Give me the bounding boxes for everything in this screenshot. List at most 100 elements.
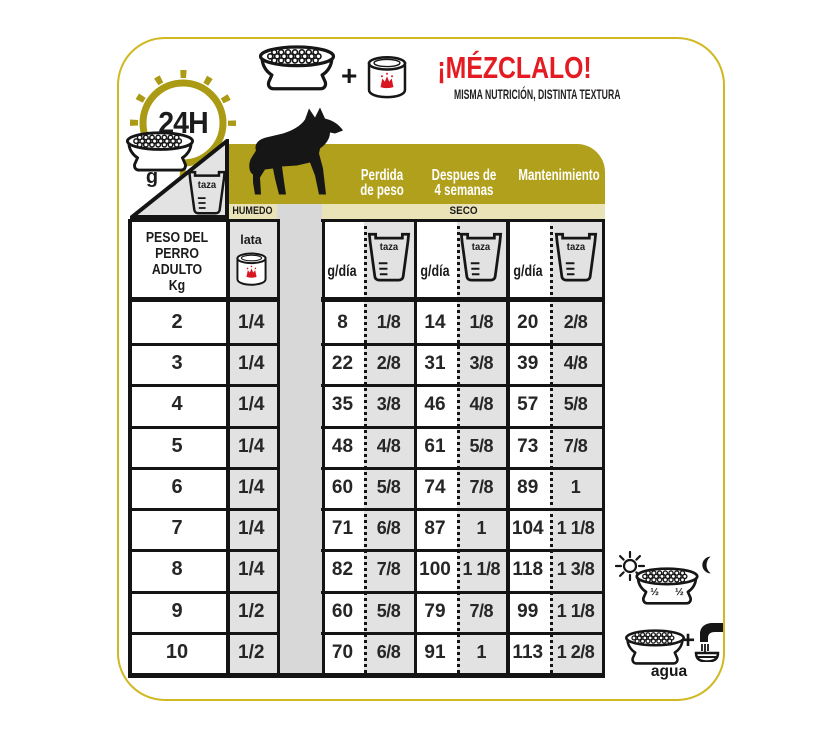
lata-cell: 1/4 bbox=[238, 435, 265, 457]
band-col-line: de peso bbox=[360, 182, 404, 199]
grid-line bbox=[321, 384, 605, 387]
measuring-cup-icon bbox=[367, 231, 411, 283]
gday-cell: 74 bbox=[424, 476, 446, 498]
weight-cell: 3 bbox=[171, 352, 183, 374]
cup-cell: 1 1/8 bbox=[462, 559, 501, 579]
cup-cell: 5/8 bbox=[563, 394, 588, 414]
band-col-line: Mantenimiento bbox=[518, 167, 600, 184]
cup-cell: 1/8 bbox=[376, 312, 401, 332]
column-stripe bbox=[549, 219, 602, 673]
grid-line bbox=[601, 219, 605, 678]
cup-label: taza bbox=[379, 241, 398, 253]
grid-line bbox=[321, 467, 605, 470]
cup-label: taza bbox=[471, 241, 491, 253]
band-col-mantenimiento: Mantenimiento bbox=[512, 167, 606, 184]
lata-cell: 1/4 bbox=[238, 352, 265, 374]
gday-cell: 48 bbox=[331, 435, 354, 457]
grid-line bbox=[128, 549, 280, 552]
weight-cell: 8 bbox=[171, 558, 183, 580]
cup-cell: 7/8 bbox=[376, 559, 401, 579]
table-row: 6 1/4 60 5/8 74 7/8 89 1 bbox=[128, 467, 602, 508]
kibble-bowl-icon bbox=[256, 45, 338, 92]
grid-line bbox=[321, 297, 605, 302]
kibble-bowl-icon bbox=[623, 629, 687, 666]
cup-cell: 1 bbox=[476, 642, 486, 662]
grid-line bbox=[128, 467, 280, 470]
half-portion-label: ½ bbox=[675, 586, 684, 598]
grid-line bbox=[321, 549, 605, 552]
weight-header-line: Kg bbox=[168, 278, 186, 294]
cup-cell: 6/8 bbox=[376, 518, 401, 538]
grid-line bbox=[226, 219, 230, 678]
gday-cell: 22 bbox=[331, 352, 354, 374]
cup-cell: 1 2/8 bbox=[556, 642, 595, 662]
grams-label: g bbox=[145, 166, 159, 188]
gday-cell: 70 bbox=[331, 641, 354, 663]
table-row: 4 1/4 35 3/8 46 4/8 57 5/8 bbox=[128, 384, 602, 425]
dog-silhouette-icon bbox=[249, 107, 343, 195]
gday-cell: 31 bbox=[424, 352, 446, 374]
cup-cell: 4/8 bbox=[469, 394, 494, 414]
lata-cell: 1/4 bbox=[238, 476, 265, 498]
grid-line bbox=[128, 673, 605, 678]
cup-label: taza bbox=[566, 241, 585, 253]
weight-cell: 5 bbox=[171, 435, 183, 457]
cup-cell: 5/8 bbox=[376, 601, 401, 621]
weight-header: PESO DEL PERRO ADULTO Kg bbox=[135, 230, 218, 294]
half-portions: ½ ½ bbox=[633, 586, 701, 598]
faucet-icon bbox=[694, 623, 723, 662]
band-col-line: 4 semanas bbox=[434, 182, 494, 199]
table-row: 3 1/4 22 2/8 31 3/8 39 4/8 bbox=[128, 343, 602, 384]
cup-cell: 3/8 bbox=[376, 394, 401, 414]
spacer-column bbox=[276, 204, 322, 673]
band-col-line: Perdida bbox=[360, 167, 404, 184]
table-row: 2 1/4 8 1/8 14 1/8 20 2/8 bbox=[128, 302, 602, 343]
grid-line bbox=[128, 219, 132, 678]
spacer-cell bbox=[277, 343, 322, 384]
grid-line bbox=[321, 591, 605, 594]
gday-cell: 100 bbox=[419, 558, 451, 580]
gday-header: g/día bbox=[327, 263, 357, 280]
spacer-cell bbox=[277, 302, 322, 343]
gday-cell: 91 bbox=[424, 641, 446, 663]
gday-cell: 89 bbox=[517, 476, 539, 498]
sun-icon bbox=[615, 551, 645, 581]
table-row: 9 1/2 60 5/8 79 7/8 99 1 1/8 bbox=[128, 591, 602, 632]
cup-cell: 1 1/8 bbox=[556, 518, 595, 538]
spacer-cell bbox=[277, 426, 322, 467]
gday-cell: 99 bbox=[517, 600, 539, 622]
lata-cell: 1/2 bbox=[238, 600, 265, 622]
gday-header: g/día bbox=[513, 263, 543, 280]
gday-cell: 87 bbox=[424, 517, 446, 539]
band-col-despues: Despues de 4 semanas bbox=[417, 168, 511, 199]
cup-cell: 1/8 bbox=[469, 312, 494, 332]
weight-cell: 10 bbox=[165, 641, 189, 663]
dotted-divider bbox=[456, 219, 460, 673]
grid-line bbox=[128, 508, 280, 511]
gday-cell: 39 bbox=[517, 352, 539, 374]
cup-cell: 7/8 bbox=[469, 601, 494, 621]
lata-cell: 1/4 bbox=[238, 393, 265, 415]
can-icon bbox=[234, 251, 269, 287]
gday-cell: 20 bbox=[517, 311, 539, 333]
grid-line bbox=[128, 632, 280, 635]
gday-cell: 104 bbox=[511, 517, 544, 539]
gday-cell: 60 bbox=[331, 476, 354, 498]
mix-subtitle: MISMA NUTRICIÓN, DISTINTA TEXTURA bbox=[453, 86, 621, 102]
grid-line bbox=[128, 591, 280, 594]
weight-cell: 4 bbox=[171, 393, 183, 415]
dotted-divider bbox=[549, 219, 553, 673]
measuring-cup-icon bbox=[459, 231, 503, 283]
grid-line bbox=[321, 343, 605, 346]
table-row: 5 1/4 48 4/8 61 5/8 73 7/8 bbox=[128, 426, 602, 467]
cup-cell: 1 bbox=[570, 477, 581, 497]
cup-cell: 3/8 bbox=[469, 353, 494, 373]
spacer-cell bbox=[277, 467, 322, 508]
cup-cell: 1 3/8 bbox=[556, 559, 595, 579]
cup-cell: 1 bbox=[476, 518, 486, 538]
lata-cell: 1/4 bbox=[238, 517, 265, 539]
grid-line bbox=[321, 426, 605, 429]
water-label: agua bbox=[650, 663, 688, 680]
cup-cell: 6/8 bbox=[376, 642, 401, 662]
